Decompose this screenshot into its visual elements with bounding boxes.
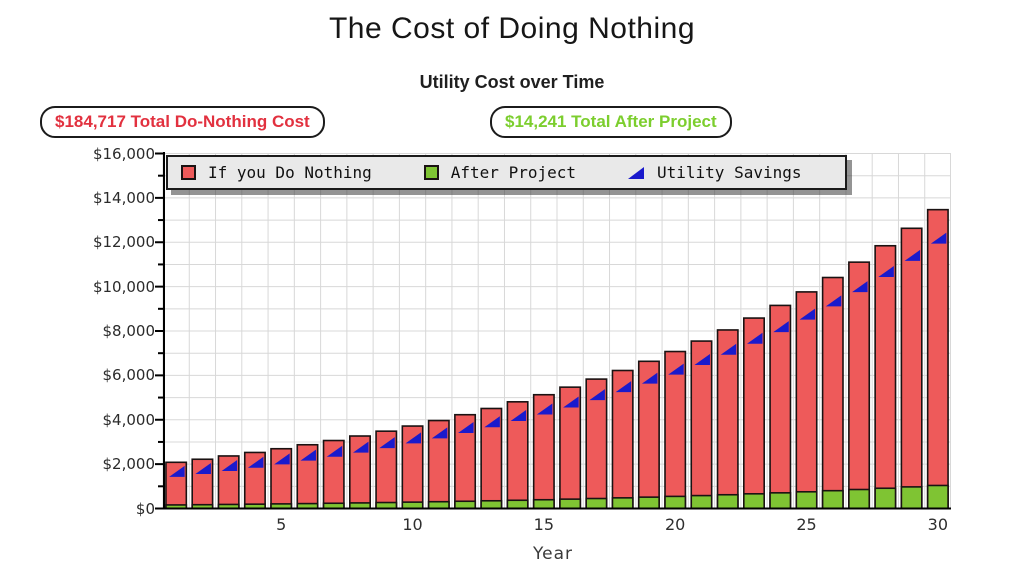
after-project-bar [900, 486, 923, 510]
after-project-total-text: $14,241 Total After Project [505, 112, 717, 131]
x-tick-label: 15 [533, 515, 555, 534]
after-project-bar [611, 497, 634, 510]
legend-item-do-nothing: If you Do Nothing [181, 163, 372, 182]
utility-savings-marker [353, 441, 369, 453]
utility-savings-marker [852, 281, 868, 293]
after-project-bar [874, 487, 897, 510]
y-tick-label: $12,000 [92, 233, 155, 252]
y-tick-label: $0 [135, 499, 155, 518]
x-tick-label: 10 [402, 515, 423, 534]
legend-item-utility-savings: Utility Savings [628, 163, 802, 182]
legend-label-after-project: After Project [450, 163, 576, 182]
utility-savings-marker [379, 437, 395, 449]
utility-savings-marker [221, 460, 238, 472]
after-project-bar [795, 490, 818, 510]
utility-savings-marker [615, 381, 632, 393]
y-tick-label: $14,000 [92, 188, 155, 207]
after-project-bar [821, 489, 844, 510]
utility-savings-marker [773, 321, 789, 333]
utility-savings-marker [799, 308, 816, 320]
y-tick-label: $8,000 [102, 322, 156, 340]
utility-savings-marker [274, 453, 290, 465]
utility-savings-marker [589, 389, 605, 401]
page-title: The Cost of Doing Nothing [328, 12, 696, 45]
do-nothing-bar [821, 276, 844, 510]
utility-savings-marker [247, 456, 264, 468]
y-tick-label: $10,000 [92, 277, 155, 296]
utility-savings-marker [169, 465, 185, 477]
x-tick-label: 20 [665, 515, 686, 534]
after-project-bar [690, 494, 713, 510]
x-tick-label: 5 [276, 515, 287, 534]
utility-savings-marker [878, 266, 894, 278]
after-project-bar [716, 493, 739, 510]
do-nothing-swatch-icon [181, 165, 196, 180]
after-project-bar [637, 496, 660, 510]
x-tick-label: 25 [796, 515, 817, 534]
do-nothing-bar [874, 244, 897, 510]
chart-title: Utility Cost over Time [419, 72, 605, 92]
utility-savings-marker [563, 396, 579, 408]
utility-savings-marker [720, 343, 737, 355]
legend-label-utility-savings: Utility Savings [657, 163, 802, 182]
utility-savings-marker [326, 445, 343, 457]
do-nothing-bar [795, 291, 818, 510]
x-axis-title: Year [533, 544, 573, 564]
utility-savings-marker [904, 249, 921, 261]
utility-savings-marker [536, 403, 553, 415]
do-nothing-total-text: $184,717 Total Do-Nothing Cost [55, 112, 310, 131]
do-nothing-bar [716, 329, 739, 510]
utility-savings-marker [195, 463, 211, 475]
y-tick-label: $6,000 [102, 366, 156, 385]
after-project-bar [480, 499, 503, 510]
utility-savings-marker [747, 332, 763, 344]
after-project-bar [742, 493, 765, 510]
utility-savings-marker [668, 363, 684, 375]
after-project-bar [427, 500, 450, 510]
do-nothing-bar [769, 304, 792, 510]
chart-plot-area [155, 152, 951, 510]
y-tick-label: $16,000 [92, 144, 155, 163]
after-project-bar [506, 499, 529, 510]
after-project-bar [926, 484, 949, 510]
utility-savings-marker [431, 427, 448, 439]
after-project-bar [848, 488, 871, 510]
savings-triangle-icon [628, 166, 644, 179]
after-project-bar [585, 497, 608, 510]
do-nothing-bar [690, 340, 713, 510]
chart-legend: If you Do Nothing After Project Utility … [166, 155, 847, 190]
after-project-bar [769, 492, 792, 510]
after-project-bar [664, 495, 687, 510]
utility-savings-marker [484, 416, 500, 428]
legend-label-do-nothing: If you Do Nothing [208, 163, 372, 182]
after-project-swatch-icon [423, 165, 439, 180]
utility-savings-marker [930, 232, 947, 244]
utility-savings-marker [694, 353, 710, 365]
after-project-bar [532, 498, 555, 510]
legend-item-after-project: After Project [423, 163, 576, 182]
after-project-bar [559, 498, 582, 510]
do-nothing-bar [926, 208, 949, 510]
do-nothing-bar [742, 317, 765, 510]
utility-savings-marker [641, 372, 658, 384]
x-tick-label: 30 [927, 515, 949, 534]
after-project-bar [454, 500, 477, 510]
utility-savings-marker [825, 295, 842, 307]
after-project-total-badge: $14,241 Total After Project [490, 106, 732, 138]
y-tick-label: $2,000 [102, 455, 156, 474]
do-nothing-bar [900, 227, 923, 510]
do-nothing-total-badge: $184,717 Total Do-Nothing Cost [40, 106, 325, 138]
do-nothing-bar [664, 350, 687, 510]
utility-savings-marker [300, 449, 316, 461]
do-nothing-bar [848, 261, 871, 510]
y-tick-label: $4,000 [102, 410, 156, 429]
utility-savings-marker [405, 432, 422, 444]
utility-savings-marker [458, 421, 474, 433]
